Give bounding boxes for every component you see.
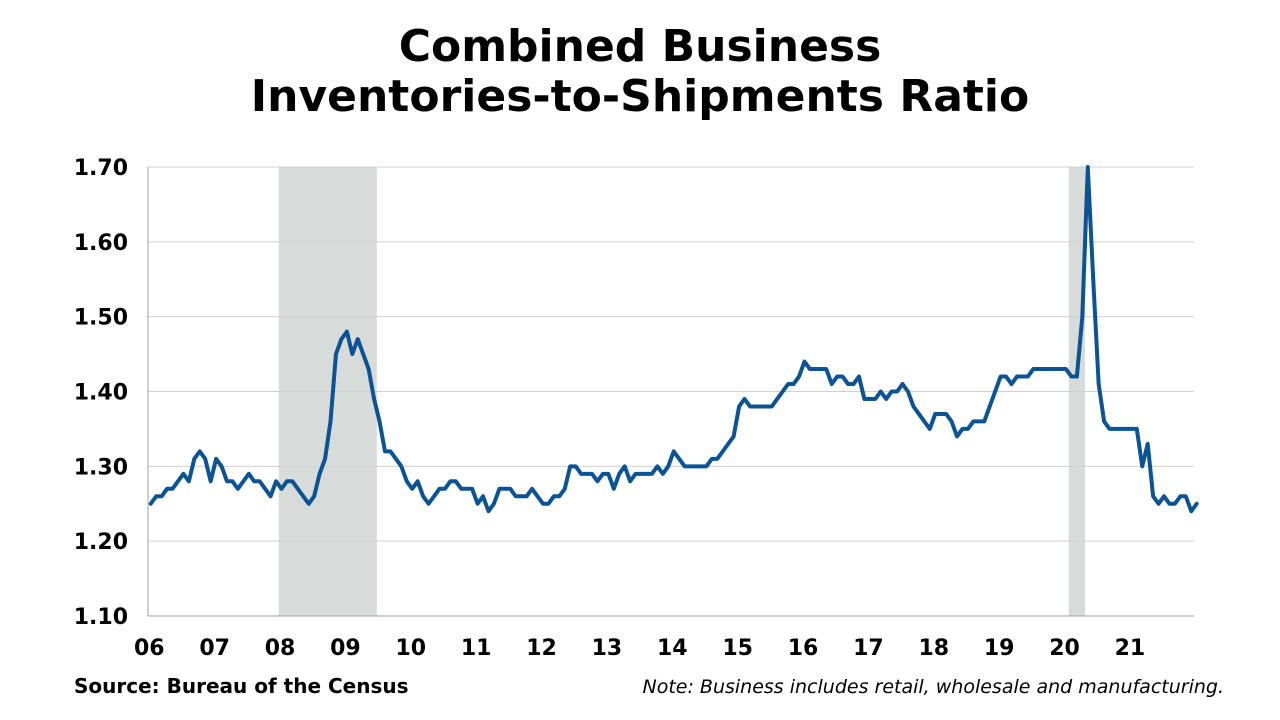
x-tick-label: 06 [134,636,165,661]
x-tick-label: 20 [1049,636,1080,661]
chart-title-line-1: Combined Business [398,21,882,72]
x-tick-label: 14 [657,636,688,661]
source-note: Source: Bureau of the Census [74,674,409,698]
x-tick-label: 17 [853,636,884,661]
x-tick-label: 10 [396,636,427,661]
y-tick-label: 1.10 [74,605,128,630]
x-tick-label: 07 [199,636,230,661]
footnote: Note: Business includes retail, wholesal… [642,676,1225,698]
x-tick-label: 19 [984,636,1015,661]
x-tick-label: 16 [788,636,819,661]
chart-title-line-2: Inventories-to-Shipments Ratio [250,71,1030,122]
series-line-1 [148,165,1199,514]
x-tick-label: 18 [919,636,950,661]
x-tick-label: 13 [592,636,623,661]
y-tick-label: 1.60 [74,231,128,256]
chart-title: Combined Business Inventories-to-Shipmen… [0,22,1280,122]
x-tick-label: 21 [1115,636,1146,661]
y-tick-label: 1.20 [74,530,128,555]
y-tick-label: 1.70 [74,156,128,181]
x-tick-label: 12 [526,636,557,661]
x-tick-label: 15 [722,636,753,661]
y-tick-label: 1.40 [74,381,128,406]
x-tick-label: 09 [330,636,361,661]
axes [147,167,1194,617]
x-axis-tick-labels: 06 07 08 09 10 11 12 13 14 15 16 17 18 19 20 21 [134,636,1145,661]
x-tick-label: 11 [461,636,492,661]
series-layer [148,165,1199,514]
x-tick-label: 08 [265,636,296,661]
y-tick-label: 1.30 [74,455,128,480]
y-axis-tick-labels: 1.70 1.60 1.50 1.40 1.30 1.20 1.10 [74,156,128,630]
y-tick-label: 1.50 [74,306,128,331]
